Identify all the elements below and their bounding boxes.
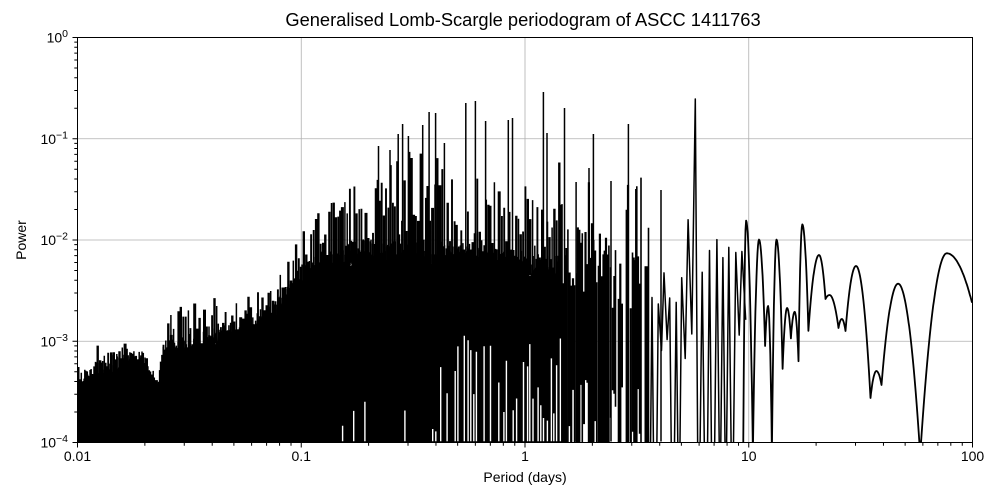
- svg-text:10: 10: [741, 448, 757, 464]
- svg-text:Generalised Lomb-Scargle perio: Generalised Lomb-Scargle periodogram of …: [285, 9, 760, 30]
- svg-text:Period (days): Period (days): [483, 469, 566, 485]
- svg-text:Power: Power: [13, 220, 29, 260]
- svg-text:100: 100: [961, 448, 985, 464]
- svg-text:0.01: 0.01: [64, 448, 91, 464]
- svg-text:0.1: 0.1: [292, 448, 312, 464]
- svg-text:1: 1: [521, 448, 529, 464]
